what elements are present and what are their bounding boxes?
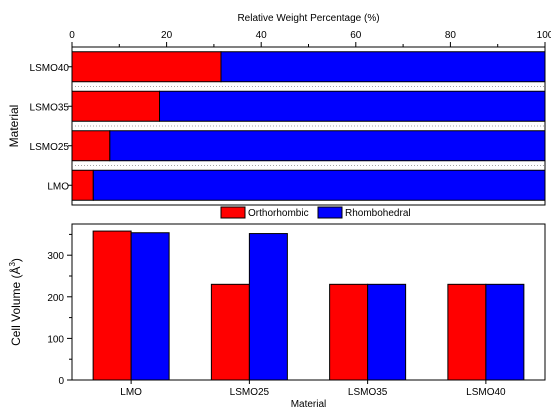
bar-orthorhombic-lsmo40 (71, 51, 222, 83)
weight-percentage-panel: LSMO40 LSMO35 LSMO25 LMO 0 20 40 60 80 100 Relativ… (7, 13, 551, 206)
y-tick-label: 200 (47, 293, 64, 304)
y-axis-title: Cell Volume (Å3) (8, 258, 23, 346)
bar-rhombohedral-lsmo25 (248, 233, 288, 381)
bar-orthorhombic-lmo (92, 230, 132, 381)
bar-rhombohedral-lmo (130, 232, 170, 381)
legend-swatch-rhombohedral (317, 206, 343, 219)
x-tick-label: 0 (69, 30, 75, 41)
x-tick-label: 20 (161, 30, 173, 41)
x-tick-label: 60 (350, 30, 362, 41)
legend-label-orthorhombic: Orthorhombic (248, 208, 309, 219)
x-tick-label: LMO (120, 387, 142, 398)
y-tick-label: 300 (47, 251, 64, 262)
x-tick-label: 100 (537, 30, 551, 41)
bar-rhombohedral-lsmo35 (367, 283, 407, 381)
bar-rhombohedral-lsmo40 (485, 283, 525, 381)
bar-orthorhombic-lsmo35 (329, 283, 369, 381)
y-axis-title: Material (7, 105, 21, 148)
y-axis-title-base: Cell Volume (Å (8, 267, 23, 346)
x-axis-title: Relative Weight Percentage (%) (237, 13, 379, 24)
y-tick-label: LMO (47, 181, 69, 192)
bar-orthorhombic-lsmo25 (210, 283, 250, 381)
y-tick-label: LSMO25 (30, 142, 70, 153)
legend: Orthorhombic Rhombohedral (220, 206, 411, 219)
x-tick-label: 40 (256, 30, 268, 41)
plot-frame (71, 223, 546, 381)
y-tick-label: LSMO40 (30, 63, 70, 74)
x-tick-label: 80 (445, 30, 457, 41)
bar-rhombohedral-lmo (92, 169, 546, 201)
bar-rhombohedral-lsmo25 (109, 130, 546, 162)
bar-orthorhombic-lmo (71, 169, 94, 201)
bar-orthorhombic-lsmo40 (447, 283, 487, 381)
x-tick-label: LSMO40 (466, 387, 506, 398)
y-tick-label: 100 (47, 334, 64, 345)
cell-volume-panel: LMO LSMO25 LSMO35 LSMO40 0 100 200 300 Material C… (8, 223, 546, 410)
bar-rhombohedral-lsmo35 (159, 90, 546, 122)
legend-label-rhombohedral: Rhombohedral (345, 208, 411, 219)
x-tick-label: LSMO25 (230, 387, 270, 398)
x-axis-title: Material (291, 399, 327, 410)
legend-swatch-orthorhombic (220, 206, 246, 219)
y-tick-label: LSMO35 (30, 102, 70, 113)
y-axis-title-close: ) (9, 258, 23, 262)
bar-orthorhombic-lsmo35 (71, 90, 161, 122)
bar-orthorhombic-lsmo25 (71, 130, 111, 162)
y-tick-label: 0 (58, 376, 64, 387)
x-tick-label: LSMO35 (348, 387, 388, 398)
bar-rhombohedral-lsmo40 (220, 51, 546, 83)
y-axis-title-sup: 3 (8, 262, 17, 267)
